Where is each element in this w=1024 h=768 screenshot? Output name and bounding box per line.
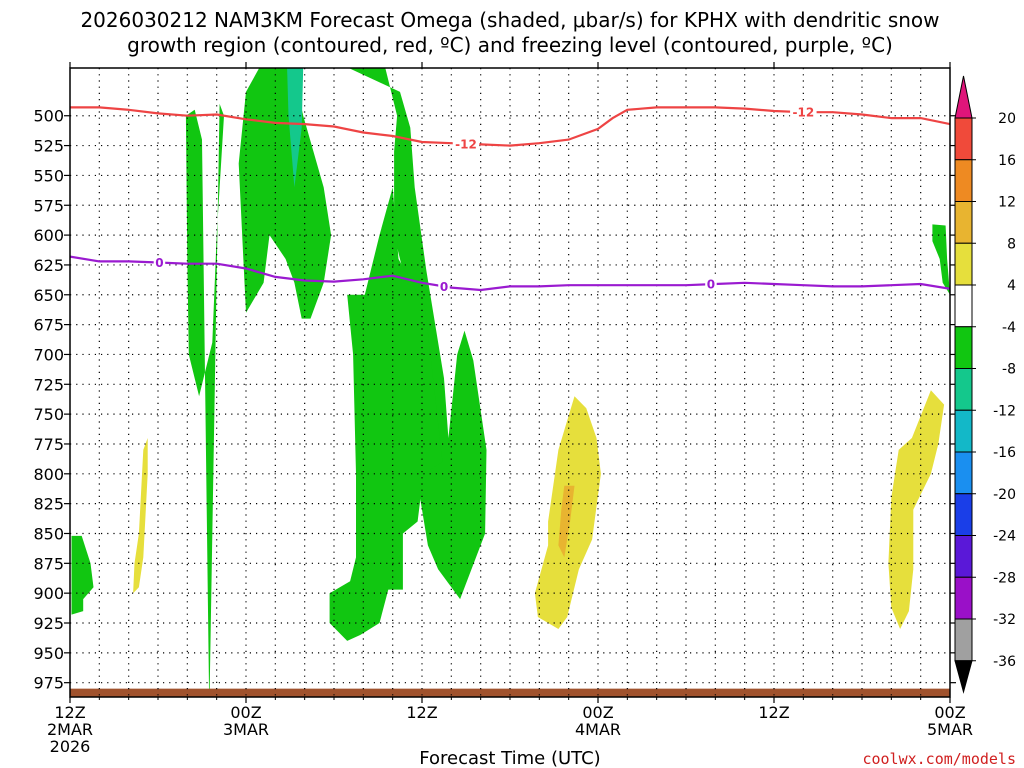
y-tick-label: 750 <box>33 405 64 424</box>
colorbar: 20 16 12 8 4 -4 -8 -12 -16 -20 -24 -28 -32 -36 <box>954 75 1016 694</box>
y-tick-label: 725 <box>33 375 64 394</box>
y-tick-label: 975 <box>33 674 64 693</box>
omega-region-4 <box>329 187 443 641</box>
colorbar-label: 8 <box>1007 236 1016 252</box>
dgz-contour-label-bg <box>452 136 480 150</box>
x-tick-label: 3MAR <box>223 720 269 739</box>
contour-lines: -12 -12 0 0 0 <box>70 105 950 294</box>
x-tick-label: 12Z <box>54 703 85 722</box>
omega-region-7 <box>133 438 148 594</box>
ground-layer <box>70 688 950 697</box>
y-tick-label: 550 <box>33 166 64 185</box>
y-tick-label: 875 <box>33 554 64 573</box>
colorbar-label: -12 <box>993 403 1016 419</box>
colorbar-bin <box>954 409 973 453</box>
colorbar-bin <box>954 576 973 620</box>
colorbar-label: 12 <box>998 195 1016 211</box>
colorbar-bin <box>954 117 973 161</box>
colorbar-label: -4 <box>1002 320 1016 336</box>
y-tick-label: 850 <box>33 524 64 543</box>
colorbar-bin <box>954 159 973 202</box>
chart-title-line-1: 2026030212 NAM3KM Forecast Omega (shaded… <box>80 8 939 32</box>
x-axis-title: Forecast Time (UTC) <box>419 748 600 768</box>
omega-region-10 <box>888 390 945 629</box>
colorbar-label: -32 <box>993 612 1016 628</box>
y-tick-label: 525 <box>33 137 64 156</box>
x-tick-label: 00Z <box>230 703 261 722</box>
colorbar-label: -20 <box>993 487 1016 503</box>
y-tick-label: 675 <box>33 316 64 335</box>
y-tick-label: 825 <box>33 495 64 514</box>
credit-text: coolwx.com/models <box>862 750 1016 768</box>
colorbar-label: -16 <box>993 445 1016 461</box>
colorbar-bin <box>954 618 973 662</box>
y-tick-label: 900 <box>33 584 64 603</box>
y-tick-label: 700 <box>33 345 64 364</box>
dgz-contour-label: -12 <box>792 106 814 120</box>
x-tick-label: 2MAR <box>47 720 93 739</box>
ground-terrain <box>70 688 950 697</box>
colorbar-bin <box>954 326 973 369</box>
omega-region-0 <box>185 103 224 697</box>
omega-shaded-regions <box>71 68 950 697</box>
colorbar-label: -8 <box>1002 362 1016 378</box>
omega-region-6 <box>932 224 950 295</box>
freezing-contour-label-bg <box>705 277 717 291</box>
colorbar-bin <box>954 535 973 578</box>
y-tick-label: 575 <box>33 196 64 215</box>
colorbar-bin <box>954 242 973 286</box>
x-tick-label: 12Z <box>758 703 789 722</box>
colorbar-bottom-arrow <box>954 660 973 694</box>
omega-region-5 <box>71 535 94 615</box>
freezing-contour-label-bg <box>438 279 450 293</box>
y-tick-label: 500 <box>33 107 64 126</box>
colorbar-bin <box>954 493 973 536</box>
y-tick-label: 625 <box>33 256 64 275</box>
colorbar-top-arrow <box>954 75 973 119</box>
y-tick-label: 925 <box>33 614 64 633</box>
y-axis-ticks: 500 525 550 575 600 625 650 675 700 725 750 775 800 8… <box>33 107 956 693</box>
y-tick-label: 775 <box>33 435 64 454</box>
dgz-contour-label-bg <box>790 105 817 119</box>
colorbar-bin <box>954 201 973 244</box>
colorbar-label: 20 <box>998 111 1016 127</box>
colorbar-label: 16 <box>998 153 1016 169</box>
x-tick-label: 4MAR <box>575 720 621 739</box>
chart-title-line-2: growth region (contoured, red, ºC) and f… <box>127 33 893 57</box>
freezing-contour-label: 0 <box>440 280 448 294</box>
omega-region-2 <box>287 68 304 188</box>
colorbar-label: -28 <box>993 570 1016 586</box>
freezing-contour-label: 0 <box>155 256 163 270</box>
freezing-contour-label-bg <box>153 255 166 269</box>
x-tick-label: 2026 <box>50 737 91 756</box>
colorbar-label: 4 <box>1007 278 1016 294</box>
x-tick-label: 5MAR <box>927 720 973 739</box>
colorbar-bin <box>954 451 973 495</box>
colorbar-label: -36 <box>993 654 1016 670</box>
x-tick-label: 00Z <box>582 703 613 722</box>
freezing-contour-line <box>70 255 950 292</box>
omega-region-3 <box>348 68 487 600</box>
y-tick-label: 650 <box>33 286 64 305</box>
y-tick-label: 600 <box>33 226 64 245</box>
colorbar-label: -24 <box>993 529 1016 545</box>
x-tick-label: 00Z <box>934 703 965 722</box>
y-tick-label: 950 <box>33 644 64 663</box>
colorbar-bin <box>954 284 973 328</box>
dgz-contour-label: -12 <box>455 137 477 151</box>
x-tick-label: 12Z <box>406 703 437 722</box>
omega-region-1 <box>238 68 332 319</box>
y-tick-label: 800 <box>33 465 64 484</box>
omega-region-9 <box>558 485 575 558</box>
freezing-contour-label: 0 <box>707 278 715 292</box>
colorbar-bin <box>954 368 973 411</box>
